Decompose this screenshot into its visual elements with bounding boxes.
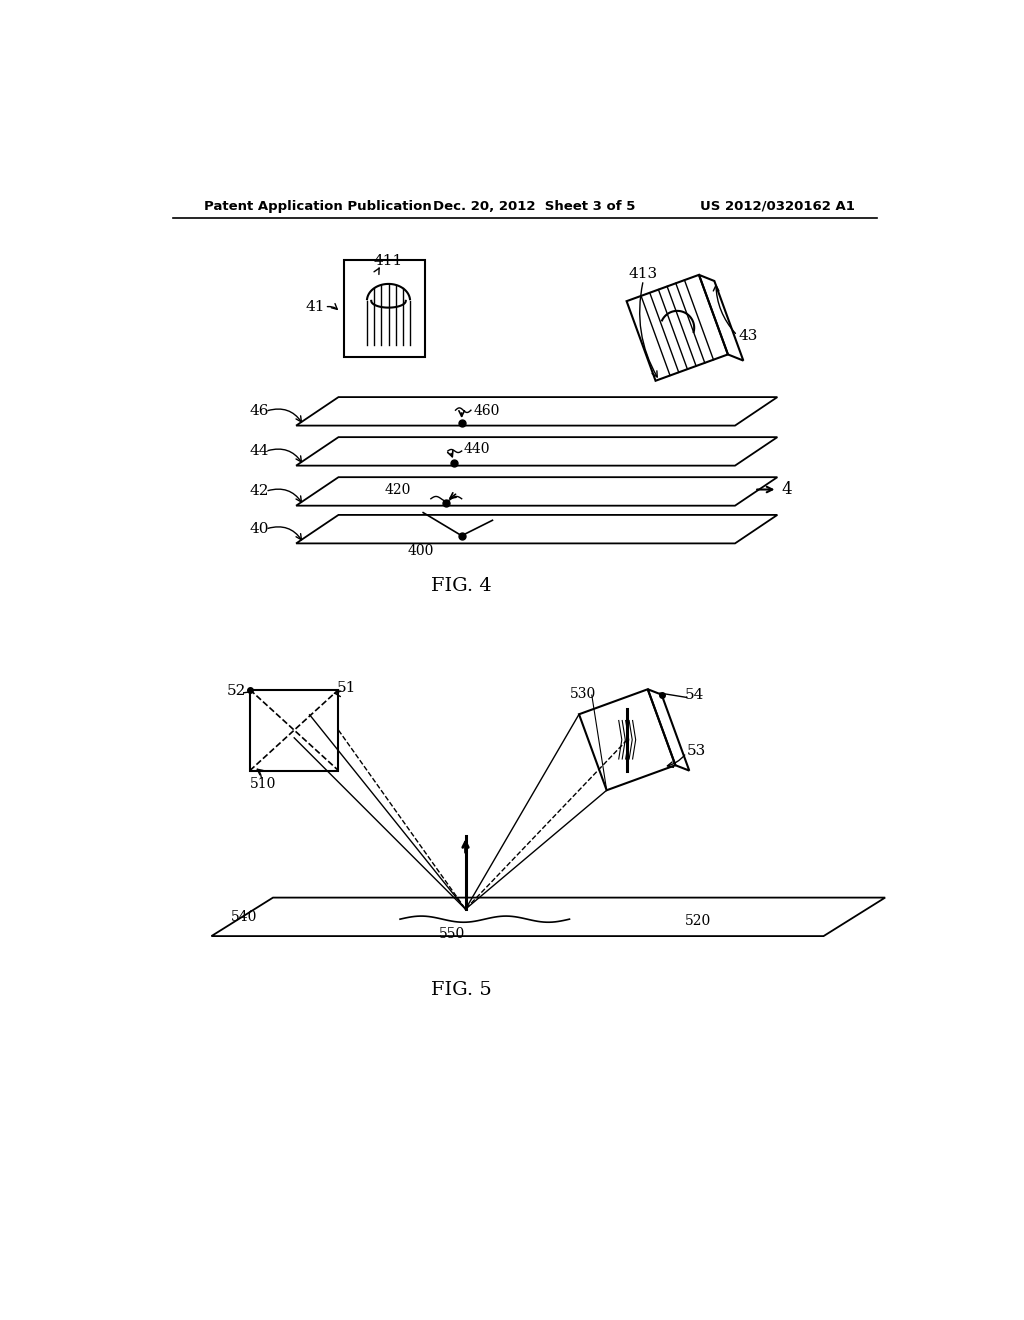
Text: Dec. 20, 2012  Sheet 3 of 5: Dec. 20, 2012 Sheet 3 of 5: [433, 199, 636, 213]
Text: 520: 520: [685, 913, 712, 928]
Text: 43: 43: [739, 329, 758, 342]
Text: 540: 540: [230, 909, 257, 924]
Bar: [250, 689, 339, 771]
Text: 40: 40: [250, 523, 269, 536]
Text: US 2012/0320162 A1: US 2012/0320162 A1: [700, 199, 855, 213]
Text: 411: 411: [374, 253, 403, 268]
Bar: [344, 260, 425, 356]
Text: 4: 4: [781, 480, 792, 498]
Text: 420: 420: [385, 483, 411, 496]
Text: FIG. 4: FIG. 4: [431, 577, 493, 595]
Text: FIG. 5: FIG. 5: [431, 981, 493, 999]
Text: 52: 52: [226, 684, 246, 698]
Text: Patent Application Publication: Patent Application Publication: [204, 199, 431, 213]
Text: 530: 530: [569, 686, 596, 701]
Text: 51: 51: [337, 681, 356, 696]
Text: 53: 53: [686, 744, 706, 758]
Text: 400: 400: [408, 544, 434, 558]
Text: 550: 550: [438, 927, 465, 941]
Text: 44: 44: [250, 445, 269, 458]
Text: 42: 42: [250, 484, 269, 499]
Text: 510: 510: [250, 776, 276, 791]
Text: 54: 54: [685, 688, 705, 702]
Text: 413: 413: [629, 267, 657, 281]
Text: 41: 41: [305, 300, 325, 314]
Text: 440: 440: [463, 442, 489, 457]
Text: 46: 46: [250, 404, 269, 418]
Text: 460: 460: [473, 404, 500, 418]
